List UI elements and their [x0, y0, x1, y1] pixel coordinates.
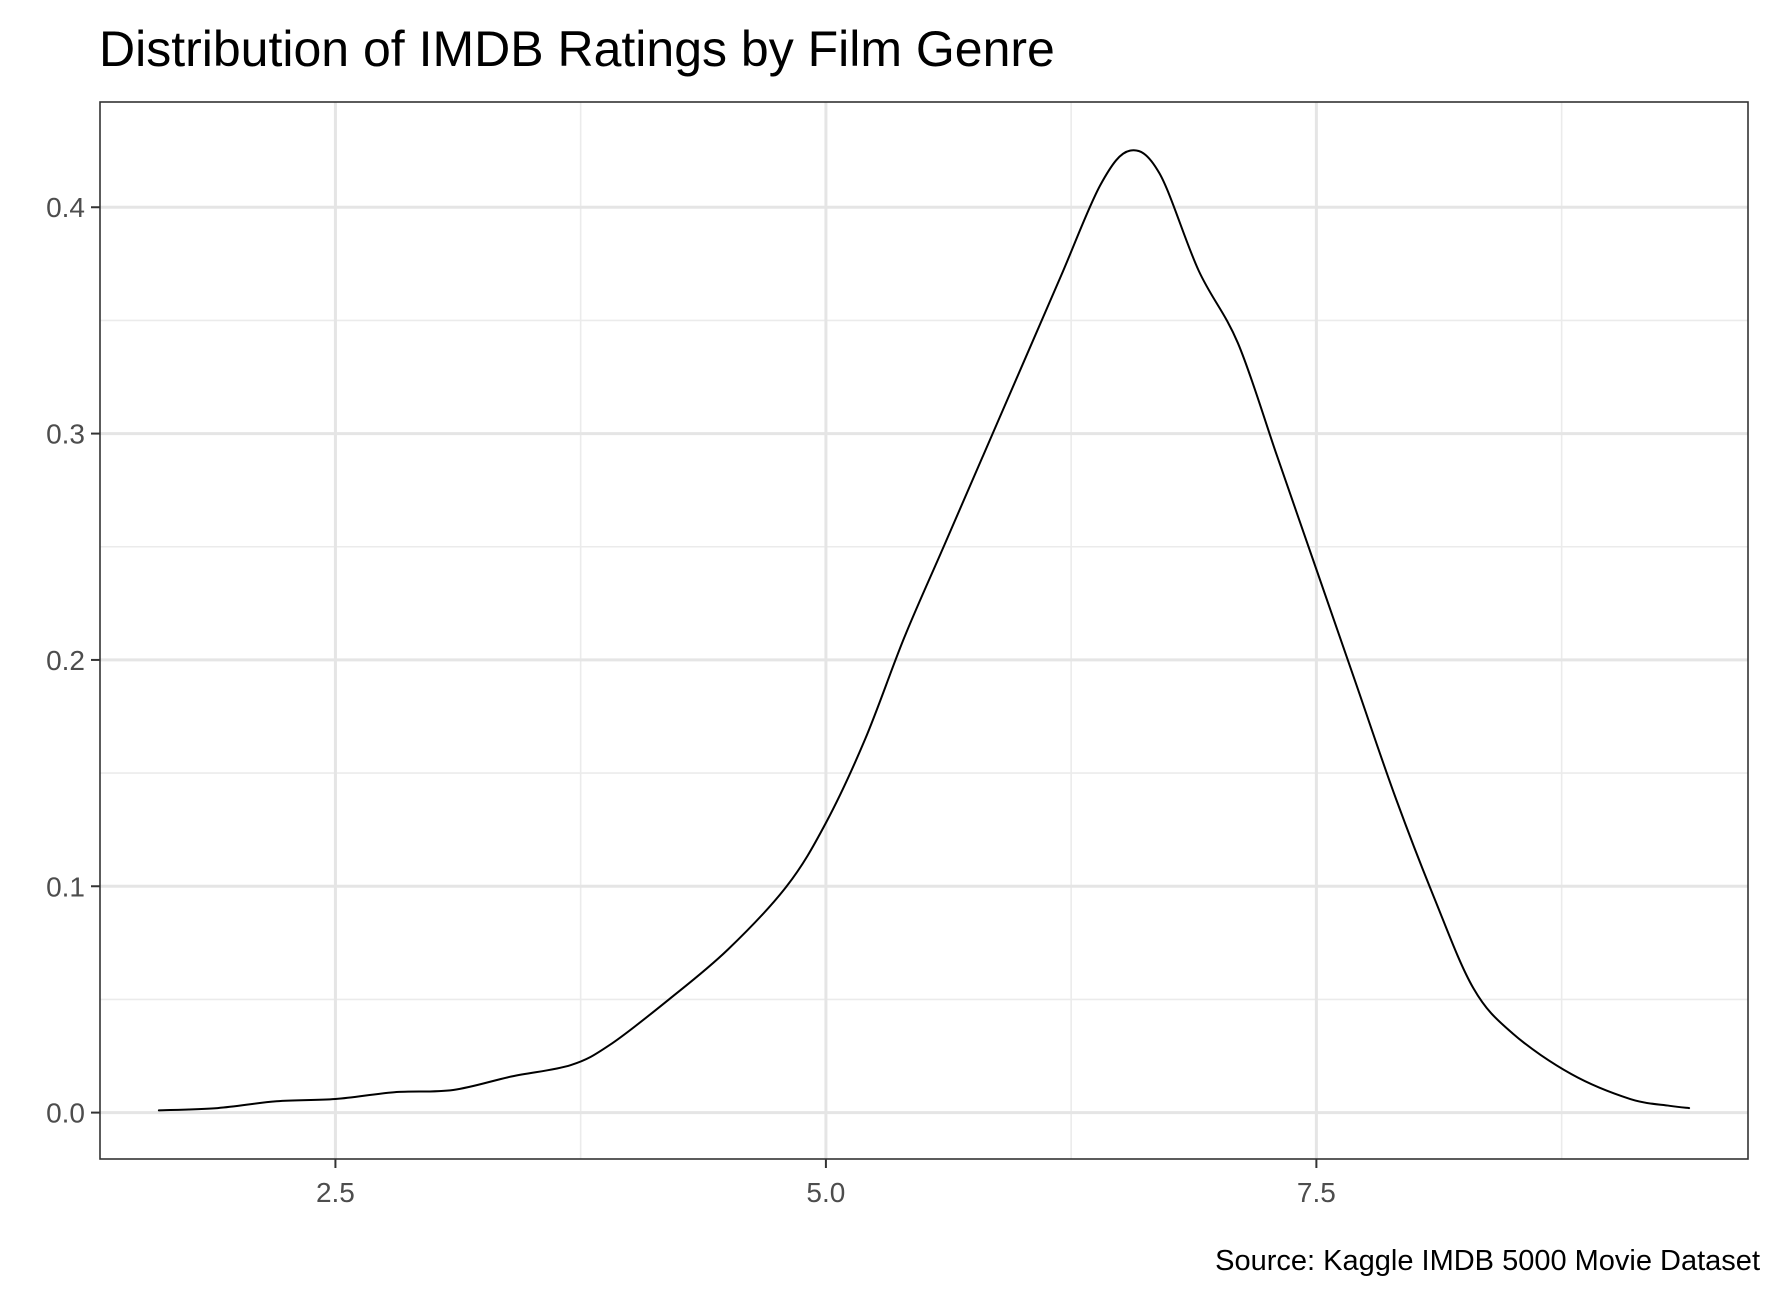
y-tick-label: 0.4: [46, 192, 85, 223]
x-tick-label: 5.0: [806, 1177, 845, 1208]
chart-title: Distribution of IMDB Ratings by Film Gen…: [99, 21, 1055, 77]
x-tick-label: 2.5: [316, 1177, 355, 1208]
chart-caption: Source: Kaggle IMDB 5000 Movie Dataset: [1215, 1245, 1760, 1277]
panel-border: [99, 101, 1749, 1160]
grid-lines: [100, 102, 1748, 1159]
density-line: [157, 149, 1691, 1112]
y-tick-label: 0.2: [46, 645, 85, 676]
y-tick-label: 0.0: [46, 1098, 85, 1129]
axes: 2.5 5.0 7.5 0.0 0.1 0.2 0.3 0.4: [46, 192, 1336, 1208]
x-tick-label: 7.5: [1297, 1177, 1336, 1208]
y-tick-label: 0.1: [46, 871, 85, 902]
y-tick-label: 0.3: [46, 419, 85, 450]
density-series: [157, 149, 1691, 1112]
